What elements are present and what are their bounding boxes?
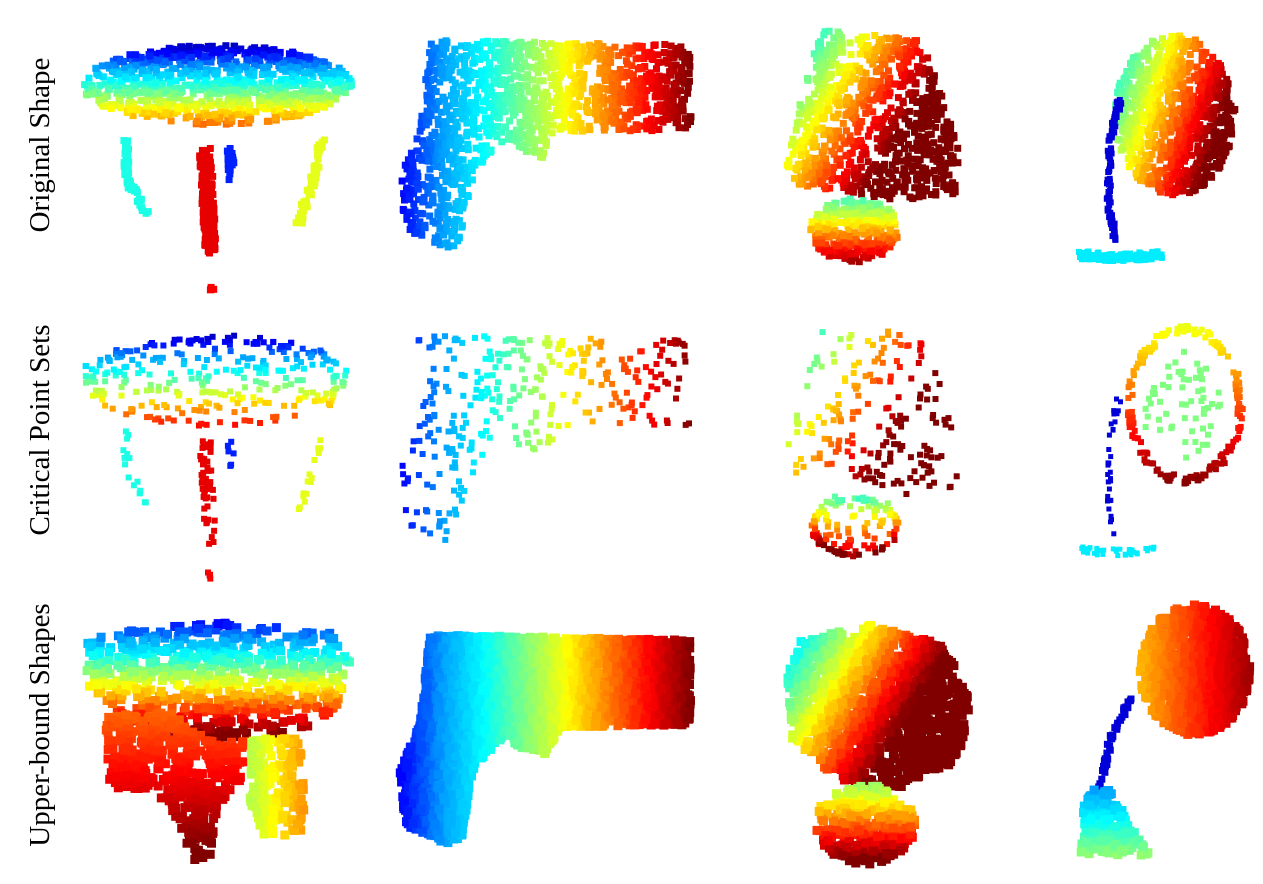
panel-table-original bbox=[80, 40, 360, 295]
panel-desk-lamp-original bbox=[1070, 25, 1250, 270]
panel-table-critical bbox=[80, 330, 360, 580]
panel-desk-lamp-critical bbox=[1065, 315, 1250, 570]
row-label-upper-bound-shapes: Upper-bound Shapes bbox=[20, 580, 60, 870]
panel-gun-original bbox=[395, 30, 700, 260]
row-label-critical-point-sets: Critical Point Sets bbox=[20, 285, 60, 575]
panel-gun-upper-bound bbox=[395, 625, 710, 860]
panel-gun-critical bbox=[395, 325, 700, 555]
panel-desk-lamp-upper-bound bbox=[1070, 600, 1255, 865]
row-label-original-shape: Original Shape bbox=[20, 0, 60, 290]
panel-table-upper-bound bbox=[80, 610, 360, 870]
panel-lamp-shade-original bbox=[775, 25, 970, 270]
panel-lamp-shade-upper-bound bbox=[775, 615, 975, 865]
panel-lamp-shade-critical bbox=[775, 320, 970, 565]
